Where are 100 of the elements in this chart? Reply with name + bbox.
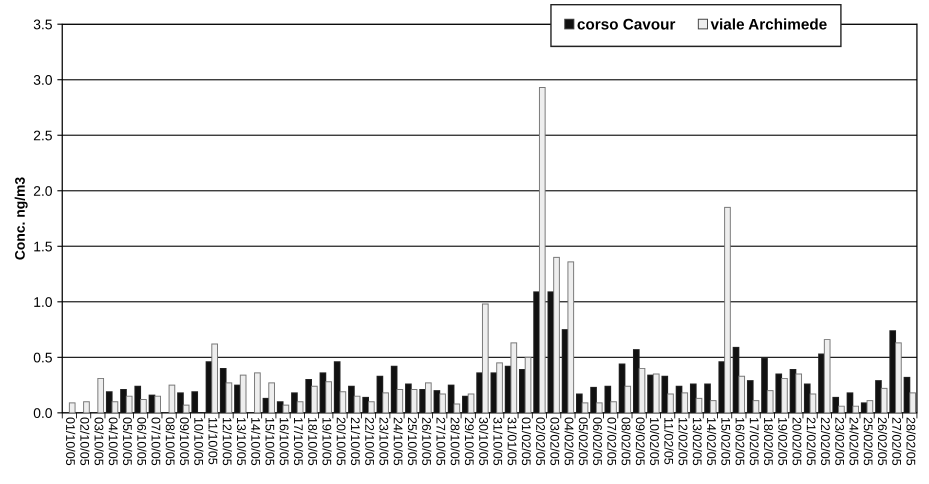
x-tick-label: 23/02/05 bbox=[835, 418, 844, 466]
x-tick-label: 30/10/05 bbox=[479, 417, 488, 466]
bar bbox=[852, 406, 860, 413]
x-tick-label: 31/01/05 bbox=[508, 417, 517, 466]
x-tick-label: 05/02/05 bbox=[578, 418, 588, 466]
bar bbox=[866, 400, 874, 413]
x-tick-label: 14/10/05 bbox=[251, 418, 260, 466]
x-tick-label: 15/02/05 bbox=[721, 418, 730, 466]
bar bbox=[618, 364, 626, 413]
x-tick-label: 08/10/05 bbox=[166, 418, 175, 466]
bar bbox=[567, 261, 574, 413]
bar bbox=[211, 344, 218, 413]
x-tick-label: 04/10/05 bbox=[108, 418, 118, 466]
x-tick-label: 09/10/05 bbox=[180, 418, 190, 466]
bar bbox=[538, 87, 546, 413]
bar bbox=[781, 378, 788, 413]
x-tick-label: 08/02/05 bbox=[622, 418, 631, 466]
y-tick-label: 1.5 bbox=[34, 242, 52, 252]
bar bbox=[510, 342, 518, 413]
bar bbox=[226, 382, 232, 413]
bar bbox=[810, 393, 816, 413]
bar bbox=[234, 384, 241, 413]
bar bbox=[282, 404, 290, 413]
x-tick-label: 01/02/05 bbox=[522, 418, 532, 466]
bar bbox=[904, 376, 910, 413]
bar bbox=[590, 386, 597, 413]
x-tick-label: 11/02/05 bbox=[664, 418, 674, 464]
bar bbox=[766, 390, 774, 413]
bar bbox=[97, 378, 104, 413]
legend-label: viale Archimede bbox=[710, 18, 827, 30]
bar bbox=[846, 392, 854, 413]
bar bbox=[177, 392, 184, 413]
bar bbox=[382, 392, 389, 413]
bar bbox=[746, 380, 754, 413]
bar bbox=[448, 384, 454, 413]
bar bbox=[553, 256, 560, 413]
x-tick-label: 15/10/05 bbox=[265, 418, 275, 466]
bar bbox=[134, 386, 142, 413]
bar bbox=[676, 386, 682, 413]
bar bbox=[334, 361, 340, 413]
bar bbox=[376, 376, 384, 413]
y-tick-label: 3.5 bbox=[34, 20, 52, 30]
x-tick-label: 02/02/05 bbox=[536, 418, 546, 466]
bar bbox=[140, 399, 147, 413]
x-tick-label: 01/10/05 bbox=[66, 418, 76, 466]
bar bbox=[880, 388, 888, 413]
x-tick-label: 25/10/05 bbox=[408, 418, 418, 466]
bar bbox=[582, 402, 588, 413]
bar bbox=[296, 401, 304, 413]
x-tick-label: 12/02/05 bbox=[678, 418, 688, 466]
x-tick-label: 14/02/05 bbox=[707, 418, 716, 466]
bar bbox=[254, 372, 261, 413]
bar bbox=[348, 386, 355, 413]
bar bbox=[268, 382, 275, 413]
x-tick-label: 18/02/05 bbox=[764, 418, 774, 466]
x-tick-label: 07/10/05 bbox=[151, 418, 161, 466]
bar bbox=[824, 339, 831, 413]
legend-label: corso Cavour bbox=[578, 18, 676, 30]
x-tick-label: 13/10/05 bbox=[236, 418, 246, 466]
bar bbox=[410, 389, 418, 413]
bar bbox=[524, 356, 532, 413]
bar bbox=[154, 396, 162, 413]
bar bbox=[439, 393, 446, 413]
x-tick-label: 16/02/05 bbox=[736, 418, 745, 466]
y-tick-label: 3.0 bbox=[34, 75, 52, 85]
x-tick-label: 24/02/05 bbox=[849, 418, 859, 466]
x-tick-label: 25/02/05 bbox=[864, 418, 873, 466]
bar bbox=[453, 403, 460, 413]
bar bbox=[624, 386, 632, 413]
x-tick-label: 10/10/05 bbox=[194, 418, 204, 466]
x-tick-label: 22/02/05 bbox=[820, 418, 830, 466]
x-tick-label: 04/02/05 bbox=[564, 418, 574, 466]
x-tick-label: 23/10/05 bbox=[379, 418, 389, 466]
bar bbox=[182, 404, 190, 413]
bar bbox=[752, 400, 760, 413]
bar bbox=[311, 386, 318, 413]
x-tick-label: 09/02/05 bbox=[636, 418, 645, 466]
bar bbox=[240, 374, 246, 413]
x-tick-label: 28/10/05 bbox=[450, 418, 460, 466]
y-tick-label: 2.5 bbox=[34, 130, 52, 140]
x-tick-label: 24/10/05 bbox=[394, 418, 403, 466]
bar bbox=[596, 402, 603, 413]
bar bbox=[390, 366, 398, 413]
x-tick-label: 17/10/05 bbox=[294, 418, 304, 466]
bar bbox=[112, 401, 118, 413]
x-tick-label: 10/02/05 bbox=[650, 418, 660, 466]
bar bbox=[652, 374, 660, 413]
bar bbox=[424, 382, 432, 413]
bar bbox=[148, 394, 156, 413]
x-tick-label: 13/02/05 bbox=[692, 418, 702, 466]
x-tick-label: 11/10/05 bbox=[208, 418, 218, 464]
y-tick-label: 1.0 bbox=[34, 297, 52, 307]
bar bbox=[354, 396, 360, 413]
bar bbox=[83, 401, 90, 413]
bar bbox=[710, 400, 717, 413]
bar bbox=[681, 392, 688, 413]
x-tick-label: 07/02/05 bbox=[607, 418, 616, 466]
bar bbox=[191, 391, 198, 413]
x-tick-label: 06/10/05 bbox=[137, 418, 146, 466]
x-tick-label: 28/02/05 bbox=[906, 418, 916, 466]
